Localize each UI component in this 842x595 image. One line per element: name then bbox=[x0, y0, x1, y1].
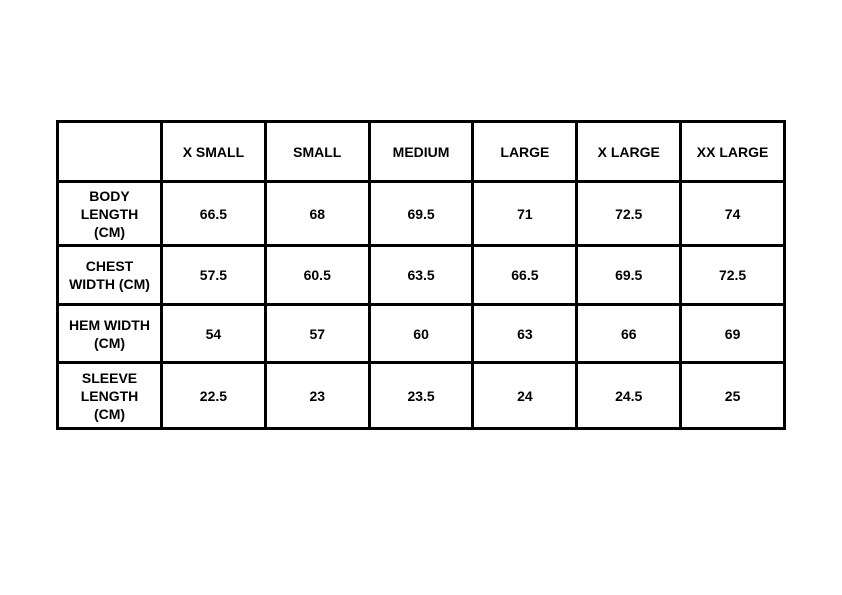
row-label-line: LENGTH bbox=[80, 205, 139, 222]
value-cell: 63 bbox=[471, 303, 579, 364]
value-cell: 25 bbox=[679, 361, 786, 430]
value-cell: 66.5 bbox=[471, 244, 579, 306]
column-header: X SMALL bbox=[160, 120, 267, 183]
row-label-line: WIDTH (CM) bbox=[69, 276, 150, 292]
row-label-line: BODY bbox=[89, 187, 130, 204]
row-label: SLEEVE LENGTH (CM) bbox=[56, 361, 163, 430]
data-row: BODY LENGTH (CM) 66.5 68 69.5 71 72.5 74 bbox=[56, 180, 786, 247]
column-header: SMALL bbox=[263, 120, 371, 183]
data-row: SLEEVE LENGTH (CM) 22.5 23 23.5 24 24.5 25 bbox=[56, 361, 786, 430]
row-label: CHEST WIDTH (CM) bbox=[56, 244, 163, 306]
row-label-line: SLEEVE bbox=[81, 369, 138, 386]
row-label-line: (CM) bbox=[93, 334, 126, 351]
row-label-line: CHEST bbox=[85, 258, 134, 274]
value-cell: 57 bbox=[263, 303, 371, 364]
row-label-line: LENGTH bbox=[80, 387, 139, 404]
row-label-line: (CM) bbox=[93, 405, 126, 422]
row-label-line: (CM) bbox=[93, 223, 126, 240]
value-cell: 60 bbox=[367, 303, 475, 364]
value-cell: 69 bbox=[679, 303, 786, 364]
value-cell: 66.5 bbox=[160, 180, 267, 247]
column-header: LARGE bbox=[471, 120, 579, 183]
row-label-line: HEM WIDTH bbox=[69, 316, 150, 333]
column-header: X LARGE bbox=[575, 120, 683, 183]
data-row: CHEST WIDTH (CM) 57.5 60.5 63.5 66.5 69.5 72.5 bbox=[56, 244, 786, 306]
column-header: XX LARGE bbox=[679, 120, 786, 183]
corner-cell bbox=[56, 120, 163, 183]
value-cell: 24.5 bbox=[575, 361, 683, 430]
value-cell: 60.5 bbox=[263, 244, 371, 306]
value-cell: 72.5 bbox=[575, 180, 683, 247]
row-label: BODY LENGTH (CM) bbox=[56, 180, 163, 247]
value-cell: 23.5 bbox=[367, 361, 475, 430]
value-cell: 69.5 bbox=[575, 244, 683, 306]
column-header: MEDIUM bbox=[367, 120, 475, 183]
value-cell: 69.5 bbox=[367, 180, 475, 247]
row-label: HEM WIDTH (CM) bbox=[56, 303, 163, 364]
value-cell: 72.5 bbox=[679, 244, 786, 306]
value-cell: 71 bbox=[471, 180, 579, 247]
value-cell: 63.5 bbox=[367, 244, 475, 306]
header-row: X SMALL SMALL MEDIUM LARGE X LARGE XX LARGE bbox=[56, 120, 786, 183]
value-cell: 57.5 bbox=[160, 244, 267, 306]
value-cell: 24 bbox=[471, 361, 579, 430]
value-cell: 23 bbox=[263, 361, 371, 430]
value-cell: 54 bbox=[160, 303, 267, 364]
value-cell: 68 bbox=[263, 180, 371, 247]
value-cell: 66 bbox=[575, 303, 683, 364]
size-table: X SMALL SMALL MEDIUM LARGE X LARGE XX LARGE BO… bbox=[56, 120, 786, 430]
value-cell: 22.5 bbox=[160, 361, 267, 430]
data-row: HEM WIDTH (CM) 54 57 60 63 66 69 bbox=[56, 303, 786, 364]
value-cell: 74 bbox=[679, 180, 786, 247]
